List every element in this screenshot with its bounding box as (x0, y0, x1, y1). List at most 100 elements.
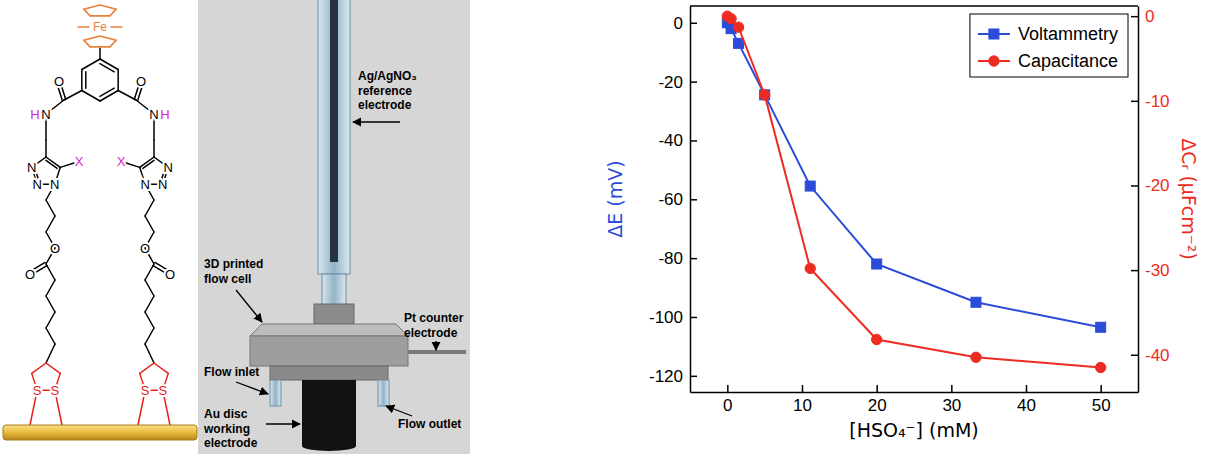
atom-label: S (158, 383, 167, 398)
bond (100, 88, 114, 96)
tick: -40 (658, 131, 697, 150)
label-line: electrode (204, 436, 258, 450)
label-line: working (203, 422, 250, 436)
tick-mark (951, 385, 953, 392)
label-line: electrode (358, 98, 412, 112)
bond (46, 363, 60, 373)
tick-mark (727, 385, 729, 392)
tick: -40 (1131, 346, 1170, 365)
atom-label: H (30, 107, 39, 122)
bond (82, 59, 100, 70)
flow-cell-panel: Ag/AgNO₃referenceelectrode 3D printedflow… (198, 0, 470, 454)
data-point (1096, 322, 1106, 332)
bond (145, 296, 154, 312)
legend-label: Voltammetry (1018, 24, 1118, 44)
tick-mark (690, 140, 697, 142)
outlet-tube (378, 380, 389, 406)
cell-step (270, 366, 388, 380)
bond (46, 344, 55, 363)
data-point (734, 38, 744, 48)
tick-label: -40 (658, 131, 683, 150)
tick: 0 (723, 385, 732, 415)
axis-line (691, 392, 1139, 394)
bonds (30, 27, 170, 425)
plot-frame-top (690, 5, 1138, 7)
tick-label: -100 (649, 308, 683, 327)
bond (78, 26, 89, 28)
tick-label: 0 (1145, 7, 1154, 26)
atom-label: N (32, 177, 41, 192)
tick-label: 0 (723, 396, 732, 415)
atom-label: O (50, 241, 60, 256)
tick: -20 (658, 73, 697, 92)
bond (46, 264, 55, 280)
legend-marker (989, 56, 999, 66)
bond (145, 328, 154, 344)
bond (145, 344, 154, 363)
callout-arrow (386, 406, 412, 416)
data-point (760, 90, 770, 100)
tick-mark (1100, 385, 1102, 392)
tick-mark (1131, 101, 1138, 103)
bond (118, 91, 136, 101)
legend-marker (989, 29, 999, 39)
cyclopentadienyl-ring (84, 5, 116, 16)
data-point (726, 13, 736, 23)
atom-label: O (25, 267, 35, 282)
tick: -120 (649, 367, 697, 386)
y-axis-title: ΔE (mV) (604, 160, 626, 237)
bond (46, 328, 55, 344)
bond (46, 200, 55, 216)
molecule: FeONHNNNXOOSSONHNNNXOOSS (3, 5, 197, 440)
bond (100, 91, 118, 102)
tick-label: -120 (649, 367, 683, 386)
axis-yticks: -120-100-80-60-40-200 (649, 7, 697, 393)
label-line: Ag/AgNO₃ (358, 69, 417, 83)
bond (99, 48, 101, 59)
cell-top-face (250, 324, 408, 336)
tick-mark (1131, 185, 1138, 187)
tick: 20 (868, 385, 887, 415)
callout-arrow (236, 382, 268, 394)
bond (154, 363, 168, 373)
atom-label: N (27, 160, 36, 175)
reference-cap (314, 304, 354, 324)
data-point (733, 22, 743, 32)
data-point (871, 334, 881, 344)
bond (126, 163, 140, 167)
atom-label: H (160, 107, 169, 122)
tick-label: -20 (658, 73, 683, 92)
data-point (1095, 362, 1105, 372)
axis-y2ticks: -40-30-20-100 (1131, 7, 1170, 393)
callout-label: Ag/AgNO₃referenceelectrode (358, 69, 417, 112)
metal-label: Fe (93, 20, 107, 34)
callout-label: Flow outlet (398, 417, 461, 431)
tick-mark (690, 23, 697, 25)
label-line: Flow inlet (204, 365, 259, 379)
callout-label: Pt counterelectrode (404, 311, 464, 340)
tick-label: -80 (658, 249, 683, 268)
callout-label: Au discworkingelectrode (203, 407, 258, 450)
panel-background (198, 0, 470, 454)
tick-label: 20 (868, 396, 887, 415)
callout-arrow (266, 423, 300, 424)
callout-label: 3D printedflow cell (204, 257, 263, 286)
tick: 40 (1017, 385, 1036, 415)
tick-mark (1026, 385, 1028, 392)
tick: 30 (942, 385, 961, 415)
callout-arrow (236, 290, 262, 322)
bond (85, 72, 87, 88)
bond (100, 59, 118, 70)
data-point (971, 297, 981, 307)
label-line: 3D printed (204, 257, 263, 271)
tick-mark (690, 376, 697, 378)
tick-label: 40 (1017, 396, 1036, 415)
data-point (805, 263, 815, 273)
atom-label: S (141, 383, 150, 398)
data-point (971, 352, 981, 362)
tick-label: -20 (1145, 176, 1170, 195)
tick-label: 0 (674, 14, 683, 33)
reference-tip (322, 274, 346, 308)
y2-axis-title: ΔCᵣ (μFcm⁻²) (1178, 138, 1200, 260)
callout-arrow (353, 121, 400, 122)
